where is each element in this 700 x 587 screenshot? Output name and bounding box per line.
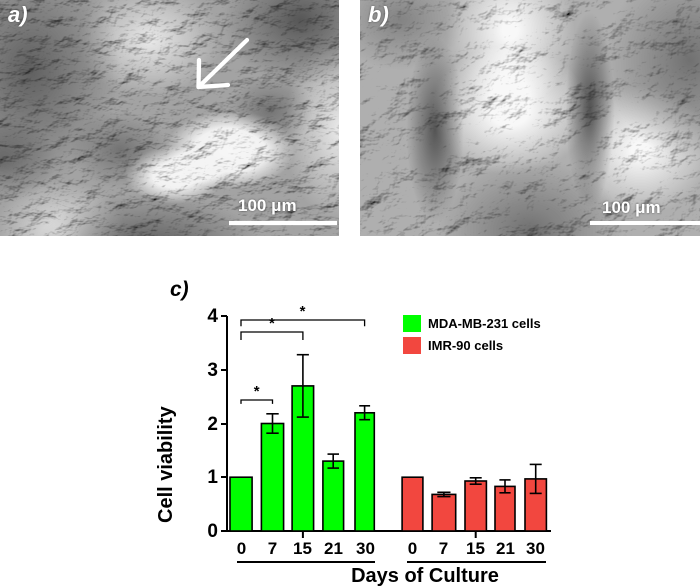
- svg-text:*: *: [269, 315, 275, 332]
- svg-text:*: *: [254, 383, 260, 400]
- svg-text:*: *: [300, 303, 306, 320]
